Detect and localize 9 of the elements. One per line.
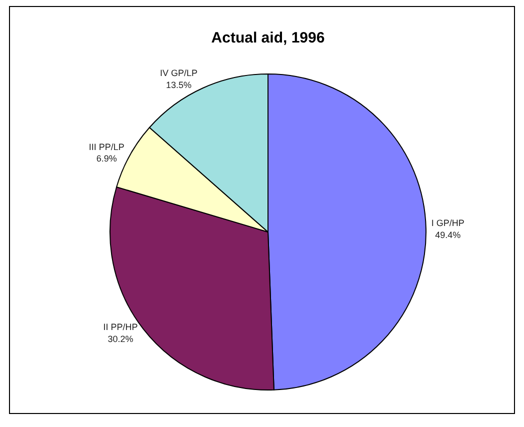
data-label: 13.5% xyxy=(166,80,192,90)
slice-label: I GP/HP xyxy=(431,218,464,228)
chart-title: Actual aid, 1996 xyxy=(211,29,325,46)
slice-label: II PP/HP xyxy=(103,322,138,332)
data-label: 30.2% xyxy=(108,334,134,344)
data-label: 49.4% xyxy=(435,230,461,240)
slice-label: IV GP/LP xyxy=(160,68,198,78)
slice-label: III PP/LP xyxy=(88,142,124,152)
data-label: 6.9% xyxy=(96,154,117,164)
